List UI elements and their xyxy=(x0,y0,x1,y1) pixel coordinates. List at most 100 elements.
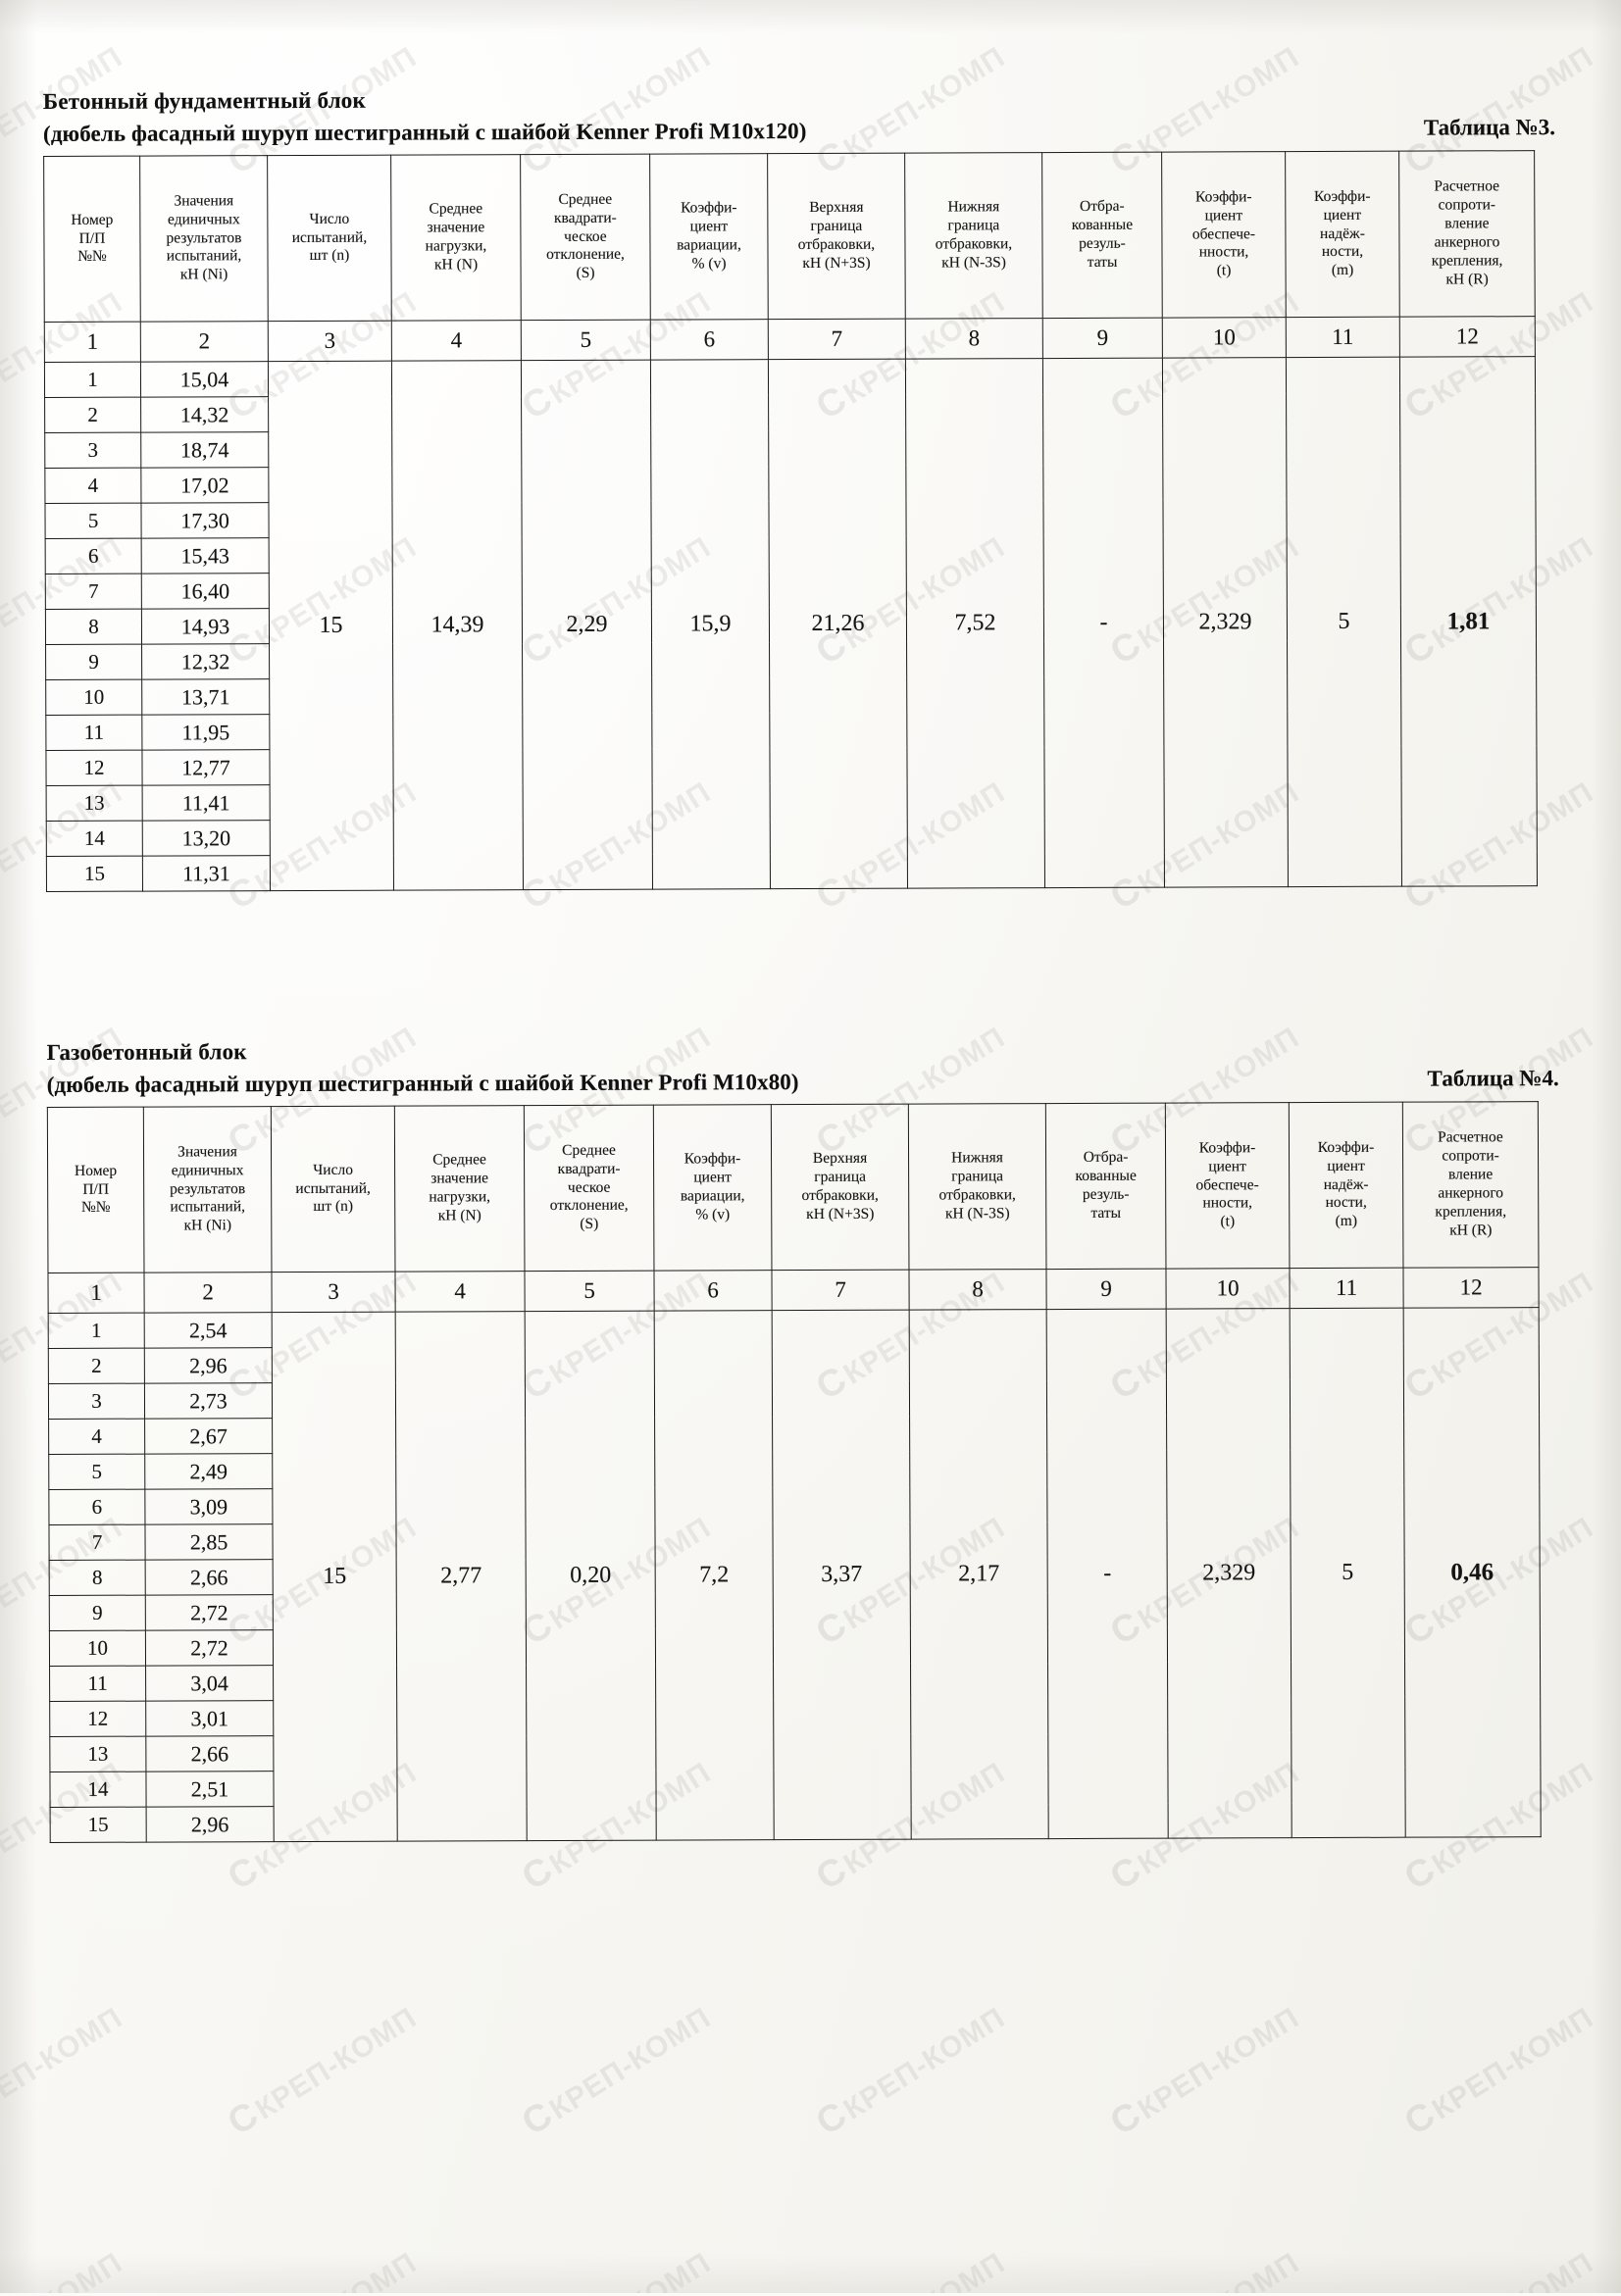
column-header-8: Нижняя граница отбраковки, кН (N-3S) xyxy=(908,1103,1046,1271)
results-table-2: Номер П/П №№ Значения единичных результатов и… xyxy=(47,1101,1542,1843)
summary-lower-bound: 2,17 xyxy=(909,1309,1049,1840)
summary-design-resistance: 1,81 xyxy=(1399,356,1538,887)
single-result-value: 2,49 xyxy=(144,1453,273,1490)
summary-reliability-coefficient: 5 xyxy=(1290,1308,1406,1838)
row-index: 14 xyxy=(46,821,143,857)
block-title-1: Бетонный фундаментный блок xyxy=(42,87,366,114)
single-result-value: 12,32 xyxy=(141,643,270,680)
column-header-8: Нижняя граница отбраковки, кН (N-3S) xyxy=(904,152,1043,320)
row-index: 11 xyxy=(45,715,142,751)
table-body-1: 1 15,04 15 14,39 2,29 15,9 21,26 7,52-2,329 5 1,8… xyxy=(44,356,1538,892)
column-number: 11 xyxy=(1286,317,1400,358)
summary-std-deviation: 0,20 xyxy=(525,1311,657,1841)
column-number: 12 xyxy=(1402,1267,1540,1309)
row-index: 9 xyxy=(49,1595,146,1631)
table-block-1: Бетонный фундаментный блок (дюбель фасад… xyxy=(43,83,1576,892)
row-index: 5 xyxy=(48,1454,145,1490)
single-result-value: 2,67 xyxy=(144,1418,273,1455)
row-index: 5 xyxy=(44,503,142,539)
column-header-7: Верхняя граница отбраковки, кН (N+3S) xyxy=(771,1104,909,1271)
summary-reliability-coefficient: 5 xyxy=(1286,357,1402,887)
column-header-3: Число испытаний, шт (n) xyxy=(267,155,392,322)
row-index: 1 xyxy=(48,1313,145,1349)
fastener-subtitle-1: (дюбель фасадный шуруп шестигранный с ша… xyxy=(42,119,807,146)
row-index: 14 xyxy=(49,1772,147,1808)
row-index: 10 xyxy=(49,1630,146,1667)
summary-lower-bound: 7,52 xyxy=(905,358,1045,889)
column-number: 11 xyxy=(1289,1268,1404,1309)
single-result-value: 11,95 xyxy=(141,714,270,751)
row-index: 13 xyxy=(46,785,143,822)
summary-mean-load: 14,39 xyxy=(391,360,524,891)
summary-tests-count: 15 xyxy=(272,1312,398,1842)
column-header-12: Расчетное сопроти-вление анкерного креплени… xyxy=(1402,1101,1539,1269)
row-index: 12 xyxy=(49,1701,146,1737)
column-number-row: 1 2 3 4 5 6 7 8 9 10 11 12 xyxy=(47,1267,1540,1314)
row-index: 8 xyxy=(49,1560,146,1596)
column-header-4: Среднее значение нагрузки, кН (N) xyxy=(390,154,522,322)
row-index: 12 xyxy=(45,750,143,786)
summary-mean-load: 2,77 xyxy=(395,1311,528,1842)
summary-rejected-results: - xyxy=(1046,1309,1169,1839)
column-number-row: 1 2 3 4 5 6 7 8 9 10 11 12 xyxy=(44,316,1536,363)
single-result-value: 2,66 xyxy=(145,1735,274,1772)
summary-confidence-coefficient: 2,329 xyxy=(1166,1308,1292,1839)
single-result-value: 17,30 xyxy=(140,502,270,539)
table-label-2: Таблица №4. xyxy=(1427,1066,1559,1091)
summary-upper-bound: 3,37 xyxy=(772,1310,912,1840)
row-index: 2 xyxy=(48,1348,145,1384)
row-index: 15 xyxy=(50,1807,147,1843)
single-result-value: 14,93 xyxy=(141,608,270,645)
row-index: 6 xyxy=(45,538,142,574)
table-row: 1 2,54 15 2,77 0,20 7,2 3,37 2,17-2,329 5 0,46 xyxy=(48,1307,1542,1842)
column-number: 10 xyxy=(1162,317,1287,359)
row-index: 9 xyxy=(45,644,142,680)
column-header-2: Значения единичных результатов испытаний, кН… xyxy=(143,1106,272,1273)
column-header-5: Среднее квадрати-ческое отклонение, (S) xyxy=(524,1105,654,1272)
results-table-1: Номер П/П №№ Значения единичных результатов и… xyxy=(43,150,1538,892)
single-result-value: 13,20 xyxy=(142,820,271,857)
row-index: 4 xyxy=(48,1419,145,1455)
single-result-value: 13,71 xyxy=(141,678,270,716)
single-result-value: 12,77 xyxy=(141,749,271,786)
column-number: 5 xyxy=(521,320,651,361)
single-result-value: 2,66 xyxy=(145,1559,274,1596)
row-index: 1 xyxy=(44,362,141,398)
row-index: 8 xyxy=(45,609,142,645)
column-header-10: Коэффи-циент обеспече-нности, (t) xyxy=(1165,1102,1290,1270)
single-result-value: 2,96 xyxy=(146,1806,275,1843)
column-header-3: Число испытаний, шт (n) xyxy=(271,1106,395,1273)
summary-upper-bound: 21,26 xyxy=(768,359,908,889)
column-header-5: Среднее квадрати-ческое отклонение, (S) xyxy=(520,154,651,321)
single-result-value: 11,41 xyxy=(142,784,271,822)
column-header-4: Среднее значение нагрузки, кН (N) xyxy=(394,1105,525,1273)
single-result-value: 15,04 xyxy=(140,361,269,398)
column-number: 2 xyxy=(143,1272,273,1314)
column-number: 4 xyxy=(394,1271,526,1313)
single-result-value: 2,73 xyxy=(144,1382,273,1420)
column-number: 1 xyxy=(47,1273,145,1314)
column-number: 2 xyxy=(140,321,269,363)
column-number: 3 xyxy=(271,1272,396,1313)
column-header-9: Отбра-кованные резуль-таты xyxy=(1045,1103,1166,1270)
row-index: 3 xyxy=(44,432,141,469)
row-index: 2 xyxy=(44,397,141,433)
summary-rejected-results: - xyxy=(1042,358,1165,888)
column-number: 8 xyxy=(905,318,1043,360)
row-index: 15 xyxy=(46,856,143,892)
column-number: 7 xyxy=(768,319,906,360)
column-number: 3 xyxy=(268,321,392,362)
single-result-value: 14,32 xyxy=(140,396,269,433)
single-result-value: 2,96 xyxy=(144,1347,273,1384)
summary-variation-coefficient: 15,9 xyxy=(650,359,771,890)
block-title-2: Газобетонный блок xyxy=(46,1039,247,1065)
column-number: 6 xyxy=(653,1270,773,1312)
single-result-value: 2,72 xyxy=(145,1594,274,1631)
single-result-value: 15,43 xyxy=(141,537,270,574)
summary-tests-count: 15 xyxy=(268,361,394,891)
table-body-2: 1 2,54 15 2,77 0,20 7,2 3,37 2,17-2,329 5 0,46 2 2,… xyxy=(48,1307,1542,1843)
column-number: 8 xyxy=(908,1269,1047,1311)
column-header-6: Коэффи-циент вариации,% (v) xyxy=(653,1104,772,1272)
column-header-10: Коэффи-циент обеспече-нности, (t) xyxy=(1161,151,1287,319)
summary-variation-coefficient: 7,2 xyxy=(654,1310,775,1841)
